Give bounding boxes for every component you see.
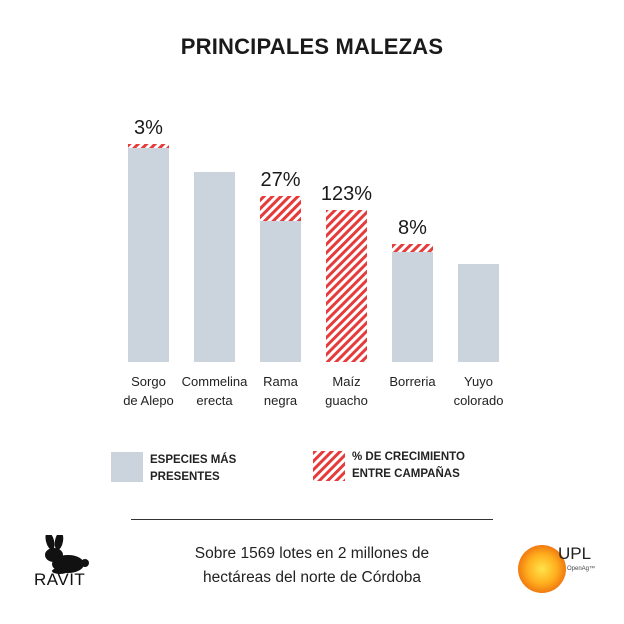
ravit-logo-text: RAVIT	[34, 570, 86, 589]
category-label-line: Commelina	[181, 374, 248, 389]
bar-rama	[260, 221, 301, 362]
bar-growth-sorgo	[128, 144, 169, 148]
category-label-line: Yuyo	[464, 374, 493, 389]
bar-maz	[326, 227, 367, 362]
chart-title: PRINCIPALES MALEZAS	[180, 34, 444, 59]
category-label: Borreria	[373, 372, 453, 391]
category-label-line: guacho	[325, 393, 368, 408]
upl-logo-text: UPL	[558, 544, 591, 563]
legend-label-growth-line2: ENTRE CAMPAÑAS	[352, 468, 460, 480]
legend-label-growth-line1: % DE CRECIMIENTO	[352, 451, 465, 463]
bar-growth-borreria	[392, 244, 433, 252]
category-label-line: de Alepo	[123, 393, 174, 408]
category-label: Yuyo colorado	[439, 372, 519, 410]
footnote: Sobre 1569 lotes en 2 millones de hectár…	[150, 542, 474, 590]
divider-line	[131, 519, 493, 520]
growth-label: 3%	[134, 117, 163, 139]
category-label: Maíz guacho	[307, 372, 387, 410]
category-label-line: erecta	[196, 393, 233, 408]
category-label: Sorgo de Alepo	[109, 372, 189, 410]
category-label-line: Maíz	[332, 374, 361, 389]
bar-commelina	[194, 172, 235, 362]
legend-label-growth: % DE CRECIMIENTO ENTRE CAMPAÑAS	[352, 449, 502, 483]
legend-label-species: ESPECIES MÁS PRESENTES	[150, 452, 300, 486]
bar-yuyo	[458, 264, 499, 362]
upl-logo-subtext: OpenAg™	[567, 565, 595, 572]
category-label: Rama negra	[241, 372, 321, 410]
growth-label: 123%	[321, 183, 372, 205]
legend-label-species-line1: ESPECIES MÁS	[150, 454, 237, 466]
growth-label: 8%	[398, 217, 427, 239]
category-label-line: Sorgo	[131, 374, 166, 389]
category-label-line: Borreria	[389, 374, 436, 389]
bar-borreria	[392, 252, 433, 362]
category-label: Commelina erecta	[175, 372, 255, 410]
upl-logo-icon: UPL OpenAg™	[518, 544, 595, 593]
legend-label-species-line2: PRESENTES	[150, 471, 220, 483]
legend-swatch-growth	[313, 451, 345, 481]
category-label-line: colorado	[453, 393, 504, 408]
bar-sorgo	[128, 148, 169, 362]
footnote-line2: hectáreas del norte de Córdoba	[202, 569, 421, 586]
footnote-line1: Sobre 1569 lotes en 2 millones de	[194, 545, 430, 562]
category-label-line: Rama	[263, 374, 298, 389]
growth-label: 27%	[260, 169, 300, 191]
bar-growth-rama	[260, 196, 301, 221]
category-label-line: negra	[263, 393, 298, 408]
rabbit-logo-icon	[45, 535, 89, 574]
legend-swatch-species	[111, 452, 143, 482]
bar-growth-maz	[326, 210, 367, 227]
